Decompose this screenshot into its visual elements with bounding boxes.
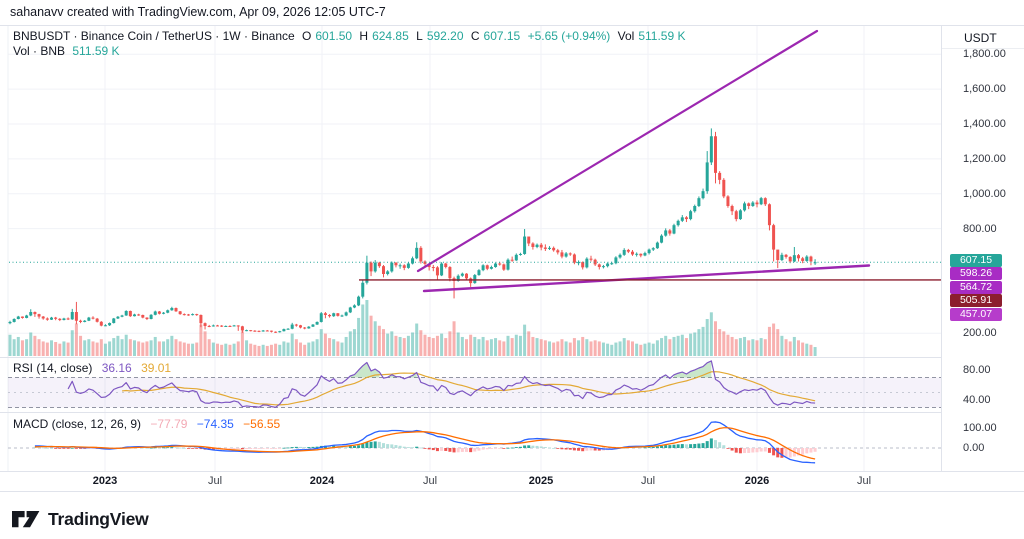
ohlc-open-value: 601.50 bbox=[315, 29, 353, 43]
rsi-value: 36.16 bbox=[101, 361, 132, 375]
rsi-study-row[interactable]: RSI (14, close) 36.16 39.01 bbox=[13, 361, 177, 375]
attribution-text: sahanavv created with TradingView.com, A… bbox=[10, 5, 386, 19]
price-label-chip: 457.07 bbox=[950, 307, 1002, 321]
time-axis[interactable]: 2023 Jul 2024 Jul 2025 Jul 2026 Jul bbox=[0, 471, 1024, 492]
rsi-ma-value: 39.01 bbox=[141, 361, 172, 375]
time-tick-label: 2024 bbox=[309, 475, 335, 487]
price-label-chip: 598.26 bbox=[950, 267, 1002, 280]
grid bbox=[7, 26, 941, 490]
ohlc-high-value: 624.85 bbox=[372, 29, 409, 43]
rsi-tick-label: 40.00 bbox=[963, 394, 991, 406]
macd-tick-label: 0.00 bbox=[963, 442, 985, 454]
time-tick-label: 2025 bbox=[528, 475, 554, 487]
macd-hist-value: −77.79 bbox=[150, 417, 188, 431]
rsi-tick-label: 80.00 bbox=[963, 364, 991, 376]
ohlc-low-value: 592.20 bbox=[426, 29, 464, 43]
vol-label: Vol bbox=[617, 29, 635, 43]
tradingview-logo-text: TradingView bbox=[48, 508, 149, 529]
tradingview-logo-icon bbox=[12, 510, 40, 527]
tradingview-logo[interactable]: TradingView bbox=[12, 508, 149, 530]
macd-tick-label: 100.00 bbox=[963, 422, 997, 434]
macd-line-value: −74.35 bbox=[196, 417, 234, 431]
price-label-chip: 564.72 bbox=[950, 280, 1002, 294]
axis-currency-label: USDT bbox=[964, 31, 997, 45]
price-tick-label: 1,800.00 bbox=[963, 48, 1006, 61]
time-tick-label: Jul bbox=[640, 475, 656, 487]
price-tick-label: 1,200.00 bbox=[963, 152, 1006, 165]
rsi-pane bbox=[8, 360, 941, 408]
time-tick-label: 2026 bbox=[744, 475, 770, 487]
macd-pane bbox=[8, 421, 941, 464]
divider bbox=[0, 25, 1024, 26]
volume-series bbox=[8, 300, 817, 356]
rsi-study-label: RSI (14, close) bbox=[13, 361, 93, 375]
price-label-chip: 505.91 bbox=[950, 294, 1002, 307]
time-tick-label: Jul bbox=[422, 475, 438, 487]
vol-value: 511.59 K bbox=[638, 29, 686, 43]
time-tick-label: Jul bbox=[207, 475, 223, 487]
price-tick-label: 1,000.00 bbox=[963, 187, 1006, 200]
ohlc-high-label: H bbox=[359, 29, 369, 43]
macd-signal-value: −56.55 bbox=[243, 417, 281, 431]
price-tick-label: 1,600.00 bbox=[963, 83, 1006, 96]
price-axis[interactable]: USDT 1,800.00 1,600.00 1,400.00 1,200.00 1,0… bbox=[941, 26, 1024, 490]
symbol-info-bar: BNBUSDT · Binance Coin / TetherUS · 1W ·… bbox=[13, 29, 690, 43]
drawings bbox=[359, 29, 941, 293]
attribution-bar: sahanavv created with TradingView.com, A… bbox=[0, 0, 1024, 25]
ohlc-close-label: C bbox=[470, 29, 480, 43]
macd-study-label: MACD (close, 12, 26, 9) bbox=[13, 417, 142, 431]
macd-study-row[interactable]: MACD (close, 12, 26, 9) −77.79 −74.35 −5… bbox=[13, 417, 286, 431]
price-label-chip: 607.15 bbox=[950, 253, 1002, 267]
time-tick-label: Jul bbox=[856, 475, 872, 487]
change-value: +5.65 (+0.94%) bbox=[527, 29, 611, 43]
pane-divider[interactable] bbox=[0, 412, 1024, 413]
volume-study-row[interactable]: Vol · BNB 511.59 K bbox=[13, 44, 124, 58]
ohlc-close-value: 607.15 bbox=[483, 29, 521, 43]
symbol-title[interactable]: BNBUSDT · Binance Coin / TetherUS · 1W ·… bbox=[13, 29, 295, 43]
divider bbox=[942, 48, 1024, 49]
price-tick-label: 1,400.00 bbox=[963, 118, 1006, 131]
pane-divider[interactable] bbox=[0, 357, 1024, 358]
price-tick-label: 800.00 bbox=[963, 222, 997, 235]
time-tick-label: 2023 bbox=[92, 475, 118, 487]
volume-study-value: 511.59 K bbox=[72, 44, 120, 58]
ohlc-low-label: L bbox=[416, 29, 423, 43]
volume-study-label: Vol · BNB bbox=[13, 44, 66, 58]
price-tick-label: 200.00 bbox=[963, 327, 997, 340]
ohlc-open-label: O bbox=[302, 29, 312, 43]
candlestick-series bbox=[8, 128, 817, 333]
